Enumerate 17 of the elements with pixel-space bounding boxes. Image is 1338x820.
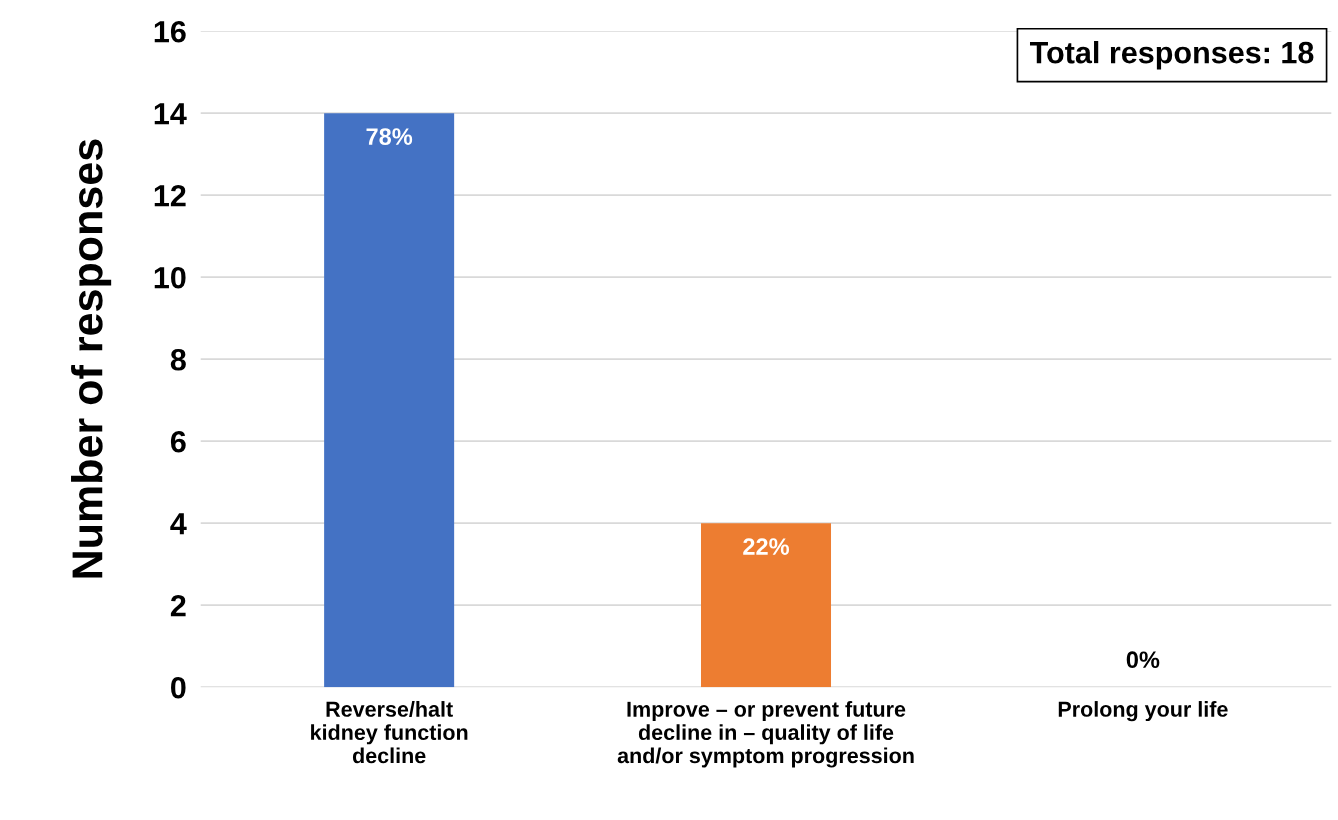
y-tick-label: 8 [170,348,186,371]
y-tick-label: 0 [171,676,186,699]
y-tick-label: 10 [154,266,186,289]
y-tick-label: 6 [170,430,186,453]
x-tick-label: Improve – or prevent future decline in – quality of life and/or symptom progression [617,701,914,768]
y-tick-label: 4 [170,513,187,535]
y-tick-label: 2 [170,594,186,617]
y-axis-title: Number of responses [71,139,112,578]
annotation: 0% [1126,651,1160,669]
annotation: Total responses: 18 [1029,41,1314,70]
y-tick-label: 16 [154,20,186,43]
y-tick-label: 14 [154,103,187,125]
annotation: 78% [366,128,413,145]
y-tick-label: 12 [154,184,186,207]
annotation: 22% [743,538,790,555]
x-tick-label: Prolong your life [1058,701,1228,722]
x-tick-label: Reverse/halt kidney function decline [311,701,468,764]
